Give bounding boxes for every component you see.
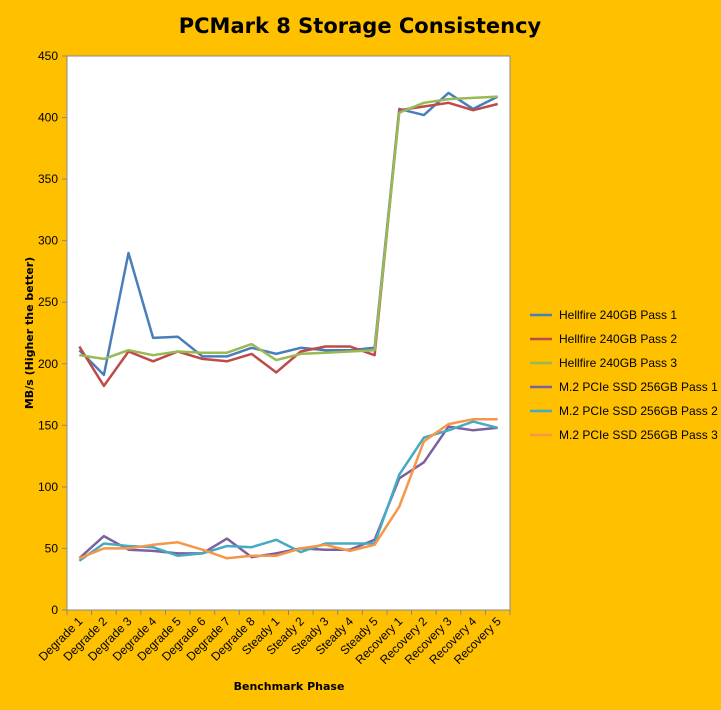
y-tick-label: 50 — [45, 541, 59, 555]
series-line-1 — [78, 91, 499, 377]
y-axis-label: MB/s (Higher the better) — [23, 257, 36, 409]
y-tick-label: 350 — [38, 172, 58, 186]
y-tick-label: 250 — [38, 295, 58, 309]
legend-item-label: M.2 PCIe SSD 256GB Pass 1 — [559, 380, 718, 394]
series-line-5 — [78, 420, 499, 562]
y-tick-label: 150 — [38, 418, 58, 432]
series-line-2 — [78, 101, 499, 388]
plot-area — [66, 55, 511, 611]
series-line-3 — [79, 95, 498, 362]
y-tick-label: 300 — [38, 234, 58, 248]
series-line-6 — [78, 417, 498, 560]
y-tick-label: 200 — [38, 357, 58, 371]
legend-item-label: Hellfire 240GB Pass 3 — [559, 356, 677, 370]
chart-title: PCMark 8 Storage Consistency — [179, 14, 542, 38]
legend-item-label: Hellfire 240GB Pass 2 — [559, 332, 677, 346]
y-tick-label: 450 — [38, 49, 58, 63]
legend: Hellfire 240GB Pass 1 Hellfire 240GB Pass… — [530, 308, 718, 442]
legend-item-label: M.2 PCIe SSD 256GB Pass 2 — [559, 404, 718, 418]
x-axis-label: Benchmark Phase — [234, 680, 345, 693]
series-group — [78, 91, 499, 562]
legend-item-label: M.2 PCIe SSD 256GB Pass 3 — [559, 428, 718, 442]
y-tick-label: 100 — [38, 480, 58, 494]
legend-item-label: Hellfire 240GB Pass 1 — [559, 308, 677, 322]
y-tick-label: 400 — [38, 111, 58, 125]
y-tick-label: 0 — [51, 603, 58, 617]
y-axis: 0 50 100 150 200 250 300 350 400 450 — [38, 49, 67, 617]
